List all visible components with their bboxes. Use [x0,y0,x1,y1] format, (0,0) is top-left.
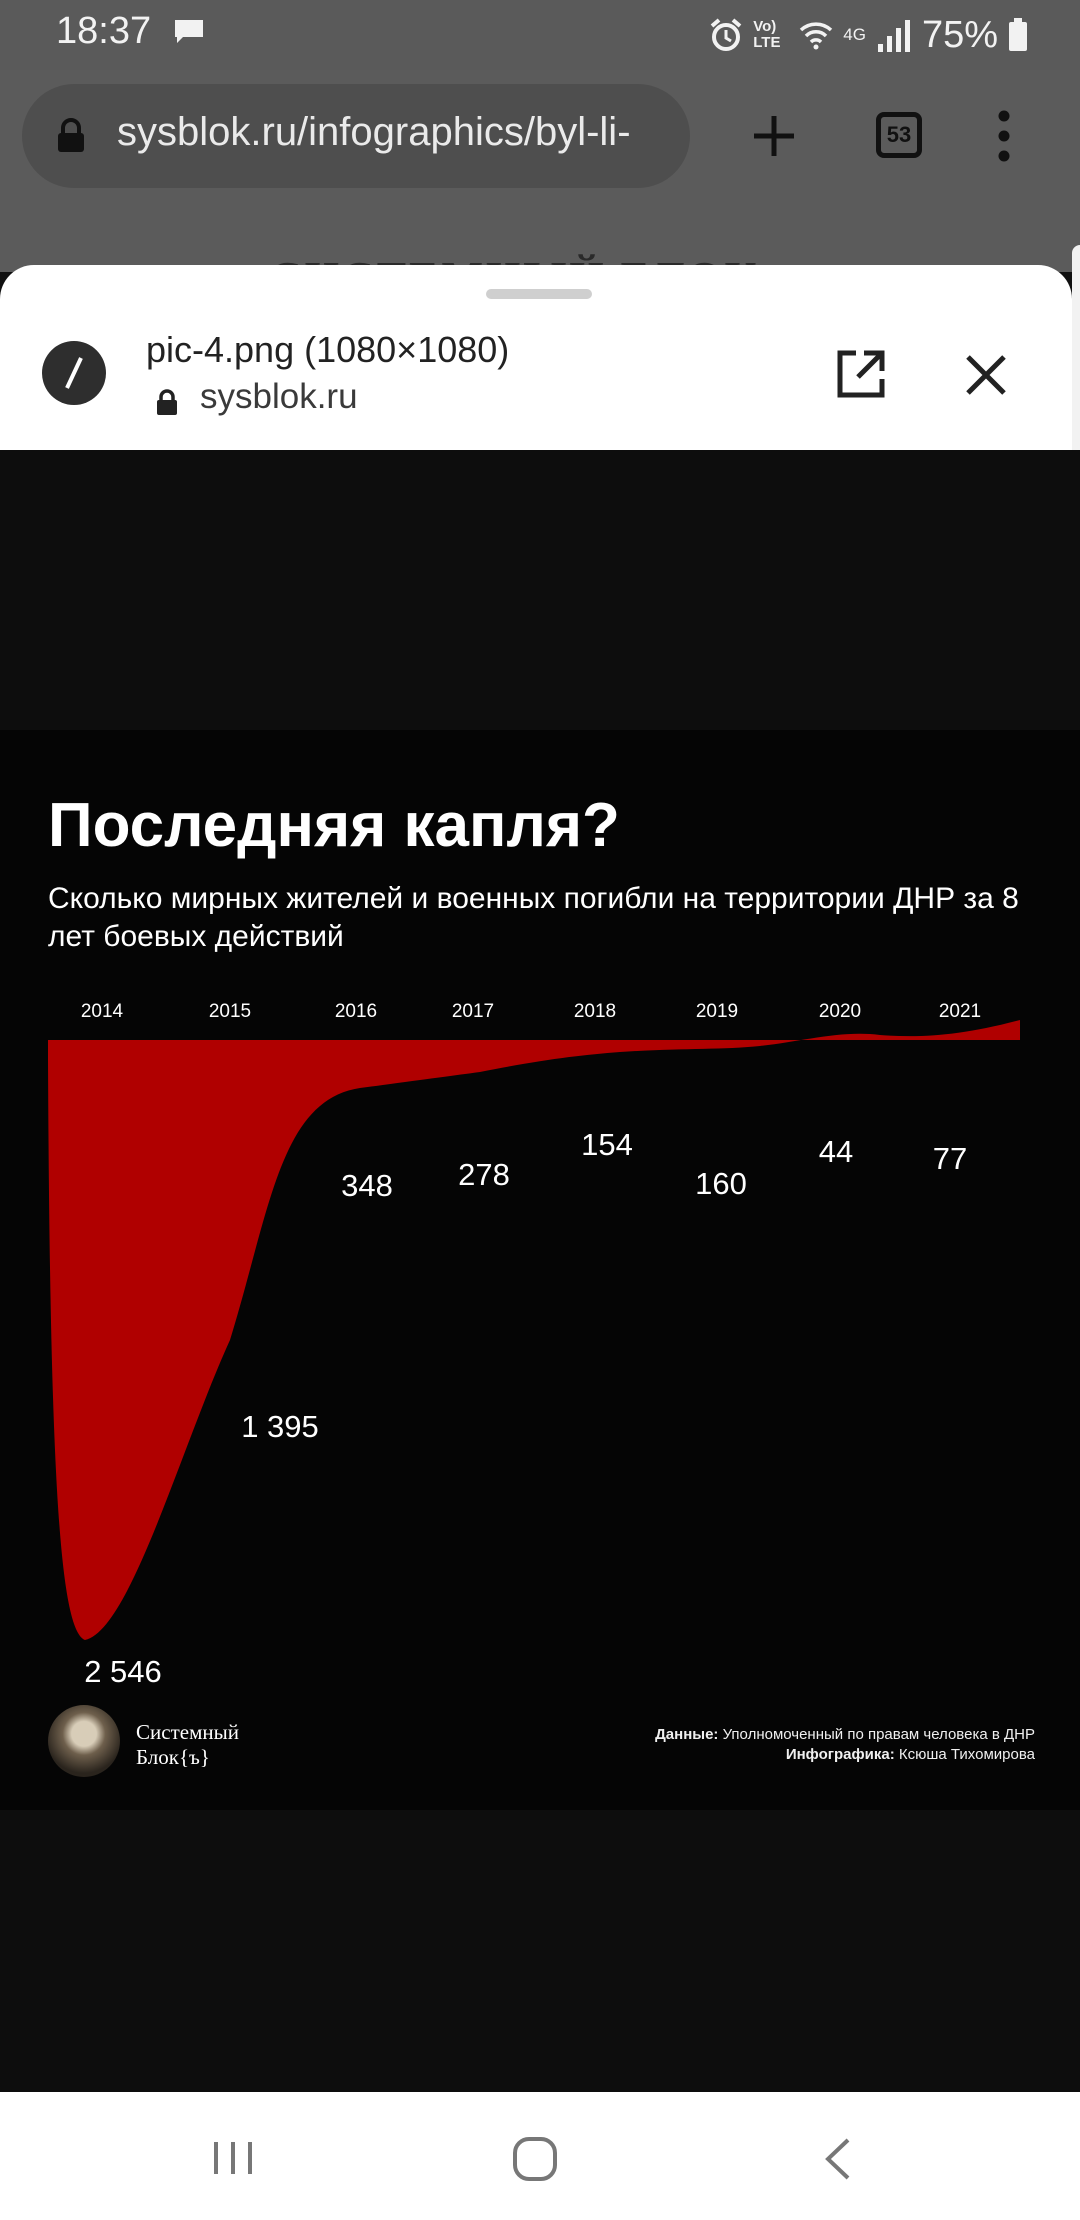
value-label-2020: 44 [819,1134,853,1169]
x-axis-label-2016: 2016 [335,1001,377,1022]
credits-design-label: Инфографика: [785,1746,895,1763]
value-label-2019: 160 [695,1166,747,1201]
clock: 18:37 [56,10,152,52]
network-type: 4G [843,25,866,44]
x-axis-label-2015: 2015 [209,1001,251,1022]
casualties-area [48,1020,1020,1640]
credits: Данные: Уполномоченный по правам человек… [655,1725,1035,1765]
value-label-2014: 2 546 [84,1654,162,1689]
logo-line2: Блок{ъ} [136,1745,210,1769]
new-tab-icon[interactable] [750,112,798,160]
image-file-title: pic-4.png (1080×1080) [146,329,510,370]
image-host: sysblok.ru [200,377,358,416]
home-icon[interactable] [512,2136,558,2182]
x-axis-label-2021: 2021 [939,1001,981,1022]
infographic-subtitle: Сколько мирных жителей и военных погибли… [48,882,1019,953]
value-labels: 2 546 1 395 348 278 154 160 44 77 [84,1127,967,1689]
x-axis-label-2019: 2019 [696,1001,738,1022]
credits-design: Ксюша Тихомирова [898,1746,1035,1763]
value-label-2021: 77 [933,1141,967,1176]
drag-handle[interactable] [486,289,592,299]
alarm-icon [710,18,742,51]
x-axis-label-2017: 2017 [452,1001,494,1022]
back-icon[interactable] [822,2136,852,2182]
volte-indicator: Vo) LTE [753,18,781,51]
logo-line1: Системный [136,1720,239,1744]
wifi-icon [800,22,833,50]
image-preview-sheet: pic-4.png (1080×1080) sysblok.ru [0,265,1072,450]
x-axis-label-2020: 2020 [819,1001,861,1022]
page-header-behind: СИСТЕМНЫЙ БЛОК [0,212,1080,302]
infographic-title: Последняя капля? [48,791,620,860]
value-label-2017: 278 [458,1157,510,1192]
recents-icon[interactable] [212,2140,254,2176]
chart-area: 2014 2015 2016 2017 2018 2019 2020 2021 2 546 1 … [48,1001,1020,1689]
infographic-image: 2014 2015 2016 2017 2018 2019 2020 2021 2 546 1 … [0,730,1080,1810]
battery-icon [1009,18,1027,51]
status-icons: Vo) LTE 4G 75% [709,12,1028,58]
credits-data: Уполномоченный по правам человека в ДНР [722,1726,1035,1743]
credits-data-label: Данные: [655,1726,719,1743]
x-axis-label-2014: 2014 [81,1001,124,1022]
site-favicon [42,341,106,405]
open-in-new-icon[interactable] [834,347,888,401]
message-icon [175,20,203,43]
image-viewer: 2014 2015 2016 2017 2018 2019 2020 2021 2 546 1 … [0,450,1080,2092]
signal-icon [877,20,910,52]
lock-icon [58,118,84,152]
value-label-2016: 348 [341,1168,393,1203]
value-label-2018: 154 [581,1127,633,1162]
status-bar: 18:37 Vo) LTE 4G 75% [0,0,1080,70]
more-menu-icon[interactable] [998,110,1010,162]
close-icon[interactable] [964,353,1008,397]
x-axis-label-2018: 2018 [574,1001,616,1022]
tab-switcher-button[interactable]: 53 [876,112,922,158]
sysblok-logo-portrait [48,1705,120,1777]
x-axis-labels: 2014 2015 2016 2017 2018 2019 2020 2021 [81,1001,981,1022]
lock-icon [157,389,177,415]
address-bar[interactable]: sysblok.ru/infographics/byl-li- [22,84,690,188]
system-nav-bar [0,2092,1080,2220]
sysblok-logo-text: Системный Блок{ъ} [136,1720,239,1770]
battery-percent: 75% [921,13,998,56]
url-text: sysblok.ru/infographics/byl-li- [117,110,631,154]
slash-logo-icon [65,357,83,389]
browser-toolbar: sysblok.ru/infographics/byl-li- 53 [0,70,1080,212]
value-label-2015: 1 395 [241,1409,319,1444]
